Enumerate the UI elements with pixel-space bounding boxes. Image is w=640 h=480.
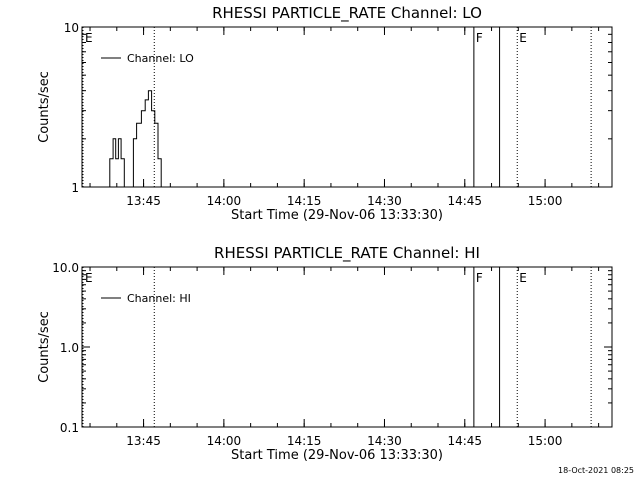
y-tick-label: 1 xyxy=(71,181,79,195)
x-tick-label: 15:00 xyxy=(528,194,563,208)
legend-label: Channel: HI xyxy=(127,292,191,305)
chart-panel-1: RHESSI PARTICLE_RATE Channel: LO 13:45 14:… xyxy=(37,4,613,223)
event-marker-label: F xyxy=(476,271,483,285)
y-tick-label: 0.1 xyxy=(60,421,79,435)
x-axis-label: Start Time (29-Nov-06 13:33:30) xyxy=(231,448,443,463)
event-marker-label: E xyxy=(85,31,93,45)
x-tick-label: 14:30 xyxy=(367,194,402,208)
x-tick-label: 13:45 xyxy=(126,194,161,208)
y-axis-label: Counts/sec xyxy=(37,71,52,143)
y-axis-label: Counts/sec xyxy=(37,311,52,383)
x-tick-label: 14:15 xyxy=(287,434,322,448)
x-axis-label: Start Time (29-Nov-06 13:33:30) xyxy=(231,208,443,223)
x-tick-label: 13:45 xyxy=(126,434,161,448)
x-tick-label: 14:00 xyxy=(207,434,242,448)
event-marker-label: E xyxy=(519,271,527,285)
event-marker-label: F xyxy=(476,31,483,45)
y-tick-label: 10 xyxy=(64,21,79,35)
plot-frame xyxy=(81,266,613,428)
series-line-channel-lo xyxy=(109,90,162,188)
footer-timestamp: 18-Oct-2021 08:25 xyxy=(558,466,634,475)
chart-title: RHESSI PARTICLE_RATE Channel: LO xyxy=(212,4,482,23)
y-tick-label: 10.0 xyxy=(52,261,79,275)
chart-title: RHESSI PARTICLE_RATE Channel: HI xyxy=(214,244,480,263)
x-tick-label: 14:45 xyxy=(447,194,482,208)
x-tick-label: 15:00 xyxy=(528,434,563,448)
x-tick-label: 14:15 xyxy=(287,194,322,208)
plot-frame xyxy=(81,26,613,188)
y-tick-label: 1.0 xyxy=(60,341,79,355)
event-marker-label: E xyxy=(85,271,93,285)
x-tick-label: 14:00 xyxy=(207,194,242,208)
x-tick-label: 14:30 xyxy=(367,434,402,448)
chart-panel-2: RHESSI PARTICLE_RATE Channel: HI 13:45 14:… xyxy=(37,244,613,463)
legend-label: Channel: LO xyxy=(127,52,194,65)
x-tick-label: 14:45 xyxy=(447,434,482,448)
event-marker-label: E xyxy=(519,31,527,45)
